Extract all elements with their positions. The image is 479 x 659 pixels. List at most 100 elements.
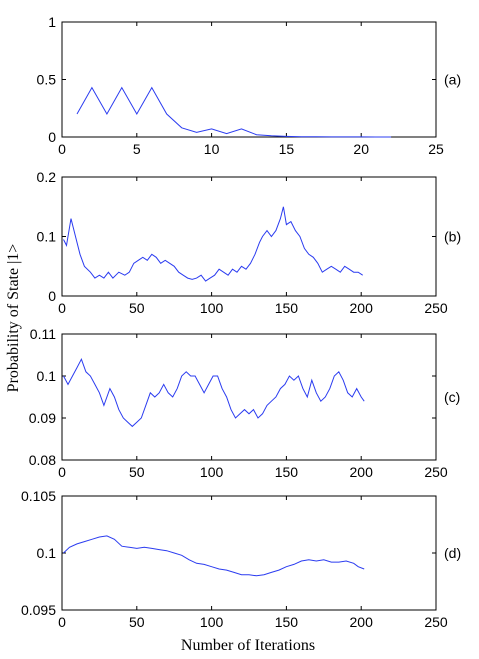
x-tick-label: 250 bbox=[424, 614, 448, 630]
data-point bbox=[222, 388, 223, 389]
data-point bbox=[90, 376, 91, 377]
data-point bbox=[234, 572, 235, 573]
data-point bbox=[132, 426, 133, 427]
plot-frame bbox=[61, 176, 437, 297]
data-point bbox=[293, 380, 294, 381]
panel-b: 0 50 100 150 200 250 0 0.1 0.2 (b) bbox=[37, 169, 462, 316]
data-point bbox=[214, 275, 215, 276]
data-point bbox=[286, 224, 287, 225]
panel-label: (c) bbox=[444, 389, 460, 405]
x-tick-label: 100 bbox=[200, 300, 224, 316]
panel-a: 0 5 10 15 20 25 0 0.5 1 (a) bbox=[37, 14, 462, 157]
data-point bbox=[210, 278, 211, 279]
data-point bbox=[286, 566, 287, 567]
data-point bbox=[317, 263, 318, 264]
data-point bbox=[91, 539, 92, 540]
series-line bbox=[63, 535, 365, 577]
data-point bbox=[284, 384, 285, 385]
data-point bbox=[253, 409, 254, 410]
y-tick-label: 0.1 bbox=[37, 368, 57, 384]
data-point bbox=[255, 254, 256, 255]
data-point bbox=[129, 272, 130, 273]
data-point bbox=[331, 136, 332, 137]
data-point bbox=[178, 272, 179, 273]
data-point bbox=[63, 553, 64, 554]
data-point bbox=[114, 397, 115, 398]
data-point bbox=[278, 570, 279, 571]
x-tick-label: 150 bbox=[275, 464, 299, 480]
data-point bbox=[259, 242, 260, 243]
data-point bbox=[228, 275, 229, 276]
data-point bbox=[190, 376, 191, 377]
y-tick-label: 0.5 bbox=[37, 72, 57, 88]
data-point bbox=[84, 266, 85, 267]
data-point bbox=[361, 397, 362, 398]
data-point bbox=[275, 397, 276, 398]
data-point bbox=[256, 134, 257, 135]
data-point bbox=[353, 563, 354, 564]
data-point bbox=[129, 547, 130, 548]
data-point bbox=[201, 275, 202, 276]
data-point bbox=[103, 278, 104, 279]
data-point bbox=[168, 392, 169, 393]
data-point bbox=[226, 133, 227, 134]
data-point bbox=[151, 254, 152, 255]
data-point bbox=[181, 376, 182, 377]
data-point bbox=[151, 87, 152, 88]
data-point bbox=[295, 230, 296, 231]
series-line bbox=[76, 86, 392, 138]
data-point bbox=[118, 409, 119, 410]
data-point bbox=[298, 376, 299, 377]
data-point bbox=[159, 549, 160, 550]
data-point bbox=[144, 547, 145, 548]
y-tick-label: 0 bbox=[48, 288, 56, 304]
data-point bbox=[94, 384, 95, 385]
data-point bbox=[66, 245, 67, 246]
data-point bbox=[344, 266, 345, 267]
data-point bbox=[159, 392, 160, 393]
x-tick-label: 0 bbox=[58, 300, 66, 316]
data-point bbox=[69, 547, 70, 548]
data-point bbox=[262, 236, 263, 237]
data-point bbox=[192, 279, 193, 280]
data-point bbox=[249, 413, 250, 414]
data-point bbox=[307, 397, 308, 398]
data-point bbox=[358, 272, 359, 273]
data-point bbox=[109, 388, 110, 389]
data-point bbox=[121, 546, 122, 547]
plot-frame bbox=[61, 21, 437, 138]
data-point bbox=[114, 539, 115, 540]
data-point bbox=[329, 388, 330, 389]
data-point bbox=[169, 263, 170, 264]
data-point bbox=[166, 550, 167, 551]
data-point bbox=[181, 127, 182, 128]
data-point bbox=[103, 405, 104, 406]
x-tick-label: 100 bbox=[200, 614, 224, 630]
y-tick-label: 0.09 bbox=[29, 410, 56, 426]
panel-label: (b) bbox=[444, 229, 461, 245]
data-point bbox=[186, 371, 187, 372]
data-point bbox=[196, 563, 197, 564]
data-point bbox=[136, 422, 137, 423]
data-point bbox=[271, 135, 272, 136]
data-point bbox=[127, 422, 128, 423]
x-tick-label: 15 bbox=[279, 141, 295, 157]
series-line bbox=[63, 357, 365, 428]
x-tick-label: 25 bbox=[428, 141, 444, 157]
data-point bbox=[325, 397, 326, 398]
data-point bbox=[208, 384, 209, 385]
data-point bbox=[316, 561, 317, 562]
data-point bbox=[75, 236, 76, 237]
data-point bbox=[166, 114, 167, 115]
x-tick-label: 5 bbox=[133, 141, 141, 157]
series-line bbox=[63, 206, 363, 282]
data-point bbox=[346, 136, 347, 137]
data-point bbox=[320, 401, 321, 402]
y-tick-label: 0.105 bbox=[21, 488, 56, 504]
data-point bbox=[264, 574, 265, 575]
data-point bbox=[280, 388, 281, 389]
data-point bbox=[293, 564, 294, 565]
data-point bbox=[353, 272, 354, 273]
data-point bbox=[262, 413, 263, 414]
